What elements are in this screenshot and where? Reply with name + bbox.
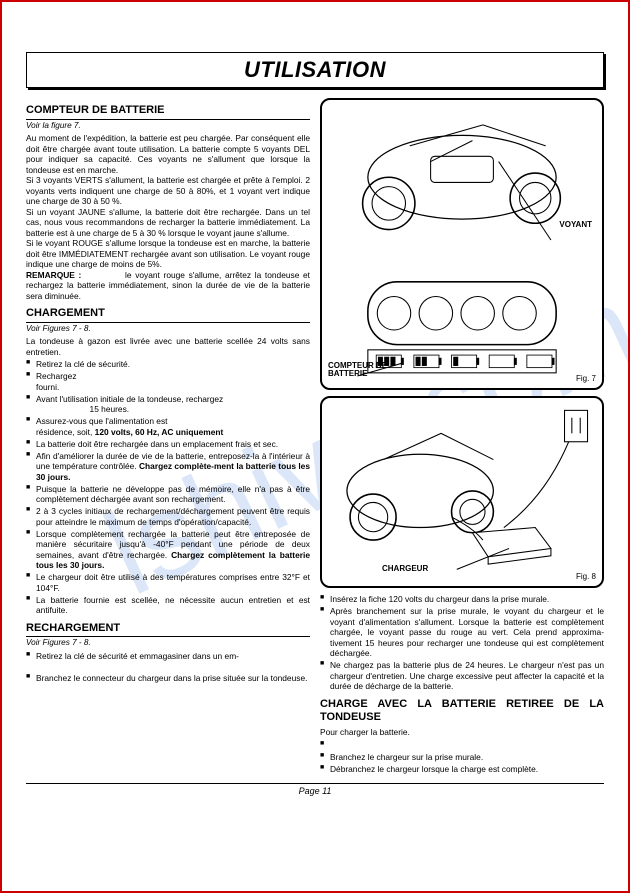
list-item: Avant l'utilisation initiale de la tonde… xyxy=(26,394,310,415)
list-item: Assurez-vous que l'alimentation est rési… xyxy=(26,416,310,437)
fig-label: Fig. 8 xyxy=(576,572,596,582)
callout-compteur: COMPTEUR DE BATTERIE xyxy=(328,362,387,378)
bullet-list: Retirez la clé de sécurité. Rechargez fo… xyxy=(26,359,310,616)
list-item: Lorsque complètement rechargée la batter… xyxy=(26,529,310,571)
text: Avant l'utilisation initiale de la tonde… xyxy=(36,394,223,404)
callout-chargeur: CHARGEUR xyxy=(382,564,428,574)
mower-diagram xyxy=(326,104,598,386)
figure-7: VOYANT COMPTEUR DE BATTERIE Fig. 7 xyxy=(320,98,604,390)
para: Au moment de l'expédition, la batterie e… xyxy=(26,133,310,175)
list-item: Afin d'améliorer la durée de vie de la b… xyxy=(26,451,310,483)
para: Si le voyant ROUGE s'allume lorsque la t… xyxy=(26,238,310,270)
bullet-list: Branchez le chargeur sur la prise murale… xyxy=(320,752,604,775)
list-item: Branchez le connecteur du chargeur dans … xyxy=(26,673,310,684)
bullet-list: Branchez le connecteur du chargeur dans … xyxy=(26,673,310,684)
list-item: La batterie fournie est scellée, ne néce… xyxy=(26,595,310,616)
list-item: Le chargeur doit être utilisé à des temp… xyxy=(26,572,310,593)
text: résidence, soit, xyxy=(36,427,95,437)
list-item: Retirez la clé de sécurité. xyxy=(26,359,310,370)
page: lshive.com UTILISATION COMPTEUR DE BATTE… xyxy=(0,0,630,893)
list-item: Branchez le chargeur sur la prise murale… xyxy=(320,752,604,763)
columns: COMPTEUR DE BATTERIE Voir la figure 7. A… xyxy=(26,98,604,777)
list-item: 2 à 3 cycles initiaux de rechargement/dé… xyxy=(26,506,310,527)
heading-chargement: CHARGEMENT xyxy=(26,307,310,323)
heading-compteur: COMPTEUR DE BATTERIE xyxy=(26,104,310,120)
ref-fig7: Voir la figure 7. xyxy=(26,121,310,131)
text: Assurez-vous que l'alimentation est xyxy=(36,416,167,426)
right-column: VOYANT COMPTEUR DE BATTERIE Fig. 7 xyxy=(320,98,604,777)
list-item: Débranchez le chargeur lorsque la charge… xyxy=(320,764,604,775)
fig-label: Fig. 7 xyxy=(576,374,596,384)
para: La tondeuse à gazon est livrée avec une … xyxy=(26,336,310,357)
bullet-list xyxy=(320,740,604,751)
text: Rechargez xyxy=(36,371,77,381)
remarque: REMARQUE : le voyant rouge s'allume, arr… xyxy=(26,270,310,302)
bold: 120 volts, 60 Hz, AC uniquement xyxy=(95,427,224,437)
ref-fig78b: Voir Figures 7 - 8. xyxy=(26,638,310,648)
heading-charge-retiree: CHARGE AVEC LA BATTERIE RETIREE DE LA TO… xyxy=(320,698,604,727)
list-item: Après branchement sur la prise murale, l… xyxy=(320,606,604,659)
left-column: COMPTEUR DE BATTERIE Voir la figure 7. A… xyxy=(26,98,310,777)
page-number: Page 11 xyxy=(26,783,604,796)
list-item: Insérez la fiche 120 volts du chargeur d… xyxy=(320,594,604,605)
list-item: Retirez la clé de sécurité et emmagasine… xyxy=(26,651,310,662)
list-item: La batterie doit être rechargée dans un … xyxy=(26,439,310,450)
list-item: Ne chargez pas la batterie plus de 24 he… xyxy=(320,660,604,692)
section-title: UTILISATION xyxy=(26,52,604,88)
para: Si 3 voyants VERTS s'allument, la batter… xyxy=(26,175,310,207)
para: Si un voyant JAUNE s'allume, la batterie… xyxy=(26,207,310,239)
list-item: Puisque la batterie ne développe pas de … xyxy=(26,484,310,505)
remarque-label: REMARQUE : xyxy=(26,270,81,280)
callout-voyant: VOYANT xyxy=(559,220,592,230)
list-item: Rechargez fourni. xyxy=(26,371,310,392)
para: Pour charger la batterie. xyxy=(320,727,604,738)
list-item-blank xyxy=(320,740,604,751)
charger-diagram xyxy=(326,402,598,580)
heading-rechargement: RECHARGEMENT xyxy=(26,622,310,638)
bullet-list: Retirez la clé de sécurité et emmagasine… xyxy=(26,651,310,662)
text: 15 heures. xyxy=(90,404,130,414)
bullet-list: Insérez la fiche 120 volts du chargeur d… xyxy=(320,594,604,692)
figure-8: CHARGEUR Fig. 8 xyxy=(320,396,604,588)
text: fourni. xyxy=(36,382,59,392)
ref-fig78a: Voir Figures 7 - 8. xyxy=(26,324,310,334)
